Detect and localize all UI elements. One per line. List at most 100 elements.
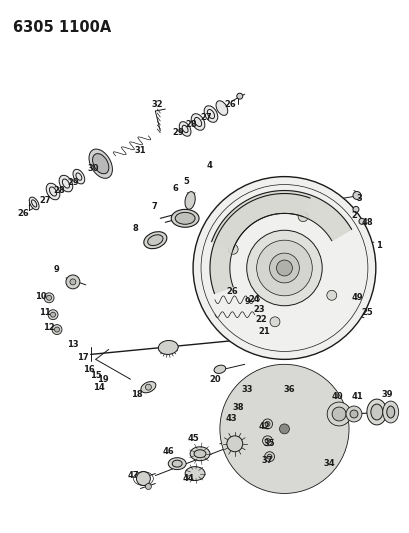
Text: 28: 28 bbox=[53, 186, 65, 195]
Circle shape bbox=[193, 176, 375, 359]
Text: 29: 29 bbox=[172, 128, 184, 138]
Text: 23: 23 bbox=[253, 305, 265, 314]
Ellipse shape bbox=[168, 458, 186, 470]
Text: 21: 21 bbox=[258, 327, 270, 336]
Circle shape bbox=[256, 240, 312, 296]
Text: 31: 31 bbox=[134, 146, 146, 155]
Ellipse shape bbox=[92, 154, 108, 174]
Circle shape bbox=[219, 365, 348, 494]
Circle shape bbox=[270, 317, 279, 327]
Circle shape bbox=[236, 93, 242, 99]
Ellipse shape bbox=[175, 212, 195, 224]
Text: 30: 30 bbox=[87, 164, 98, 173]
Text: 3: 3 bbox=[355, 194, 361, 203]
Text: 45: 45 bbox=[187, 434, 198, 443]
Text: 32: 32 bbox=[151, 100, 163, 109]
Circle shape bbox=[352, 206, 358, 212]
Circle shape bbox=[276, 421, 292, 437]
Ellipse shape bbox=[46, 183, 60, 200]
Text: 14: 14 bbox=[92, 383, 104, 392]
Text: 7: 7 bbox=[151, 202, 157, 211]
Circle shape bbox=[265, 438, 270, 443]
Ellipse shape bbox=[89, 149, 112, 179]
Text: 34: 34 bbox=[323, 459, 334, 468]
Circle shape bbox=[234, 379, 333, 479]
Ellipse shape bbox=[352, 191, 360, 199]
Ellipse shape bbox=[370, 404, 382, 420]
Text: 26: 26 bbox=[223, 100, 235, 109]
Circle shape bbox=[246, 230, 321, 306]
Ellipse shape bbox=[172, 460, 182, 467]
Text: 47: 47 bbox=[127, 471, 139, 480]
Text: 4: 4 bbox=[207, 161, 212, 170]
Text: 15: 15 bbox=[90, 371, 101, 379]
Circle shape bbox=[136, 472, 150, 486]
Text: 16: 16 bbox=[83, 365, 94, 374]
Circle shape bbox=[145, 384, 151, 390]
Text: 43: 43 bbox=[225, 415, 237, 423]
Text: 6305 1100A: 6305 1100A bbox=[13, 20, 111, 35]
Text: 39: 39 bbox=[380, 390, 391, 399]
Circle shape bbox=[276, 260, 292, 276]
Circle shape bbox=[50, 312, 55, 317]
Text: 10: 10 bbox=[35, 292, 47, 301]
Text: 2: 2 bbox=[350, 211, 356, 220]
Text: 49: 49 bbox=[350, 293, 362, 302]
Text: 40: 40 bbox=[330, 392, 342, 401]
Ellipse shape bbox=[382, 401, 398, 423]
Text: 37: 37 bbox=[261, 456, 273, 465]
Ellipse shape bbox=[185, 466, 204, 481]
Ellipse shape bbox=[171, 209, 198, 227]
Circle shape bbox=[242, 387, 326, 471]
Ellipse shape bbox=[144, 232, 166, 249]
Text: 35: 35 bbox=[263, 439, 275, 448]
Text: 19: 19 bbox=[97, 375, 108, 384]
Circle shape bbox=[54, 327, 59, 332]
Polygon shape bbox=[211, 190, 351, 249]
Circle shape bbox=[260, 405, 308, 453]
Text: 22: 22 bbox=[255, 315, 267, 324]
Ellipse shape bbox=[184, 191, 195, 209]
Text: 36: 36 bbox=[283, 385, 294, 394]
Text: 28: 28 bbox=[185, 120, 196, 130]
Circle shape bbox=[326, 402, 350, 426]
Text: 42: 42 bbox=[258, 423, 270, 431]
Text: 1: 1 bbox=[375, 240, 381, 249]
Text: 24: 24 bbox=[248, 295, 260, 304]
Ellipse shape bbox=[191, 114, 204, 130]
Text: 9: 9 bbox=[244, 297, 250, 306]
Text: 5: 5 bbox=[183, 177, 189, 186]
Circle shape bbox=[358, 219, 364, 224]
Ellipse shape bbox=[147, 235, 163, 246]
Text: 6: 6 bbox=[172, 184, 178, 193]
Text: 26: 26 bbox=[17, 209, 29, 218]
Circle shape bbox=[297, 212, 307, 222]
Ellipse shape bbox=[158, 341, 178, 354]
Text: 13: 13 bbox=[67, 340, 79, 349]
Text: 48: 48 bbox=[360, 218, 372, 227]
Circle shape bbox=[145, 483, 151, 489]
Circle shape bbox=[345, 406, 361, 422]
Circle shape bbox=[262, 419, 272, 429]
Text: 27: 27 bbox=[39, 196, 51, 205]
Text: 38: 38 bbox=[231, 402, 243, 411]
Ellipse shape bbox=[179, 122, 191, 136]
Ellipse shape bbox=[141, 382, 155, 393]
Text: 26: 26 bbox=[225, 287, 237, 296]
Text: 9: 9 bbox=[53, 265, 59, 274]
Circle shape bbox=[250, 395, 317, 463]
Circle shape bbox=[262, 436, 272, 446]
Text: 12: 12 bbox=[43, 323, 55, 332]
Circle shape bbox=[44, 293, 54, 303]
Circle shape bbox=[66, 275, 80, 289]
Circle shape bbox=[270, 415, 298, 443]
Text: 11: 11 bbox=[39, 308, 51, 317]
Text: 20: 20 bbox=[209, 375, 220, 384]
Polygon shape bbox=[209, 193, 309, 294]
Ellipse shape bbox=[73, 169, 85, 184]
Circle shape bbox=[52, 325, 62, 335]
Text: 46: 46 bbox=[162, 447, 174, 456]
Ellipse shape bbox=[386, 406, 394, 418]
Ellipse shape bbox=[193, 450, 205, 458]
Circle shape bbox=[279, 424, 289, 434]
